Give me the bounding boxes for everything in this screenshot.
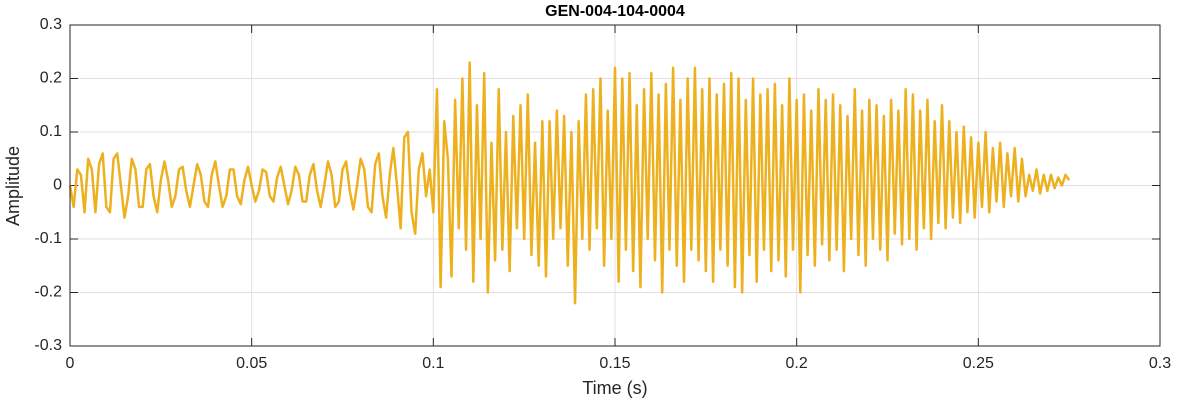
y-tick-label: -0.3: [34, 337, 62, 354]
x-tick-label: 0: [66, 355, 75, 372]
waveform-line: [68, 61, 1071, 305]
y-axis-label: Amplitude: [3, 146, 23, 226]
y-tick-label: 0: [53, 177, 62, 194]
y-tick-label: 0.1: [40, 123, 62, 140]
x-tick-label: 0.25: [963, 355, 994, 372]
x-tick-label: 0.3: [1149, 355, 1171, 372]
x-tick-label: 0.05: [236, 355, 267, 372]
y-tick-label: 0.3: [40, 16, 62, 33]
x-axis-label: Time (s): [582, 378, 647, 398]
x-tick-label: 0.2: [786, 355, 808, 372]
chart-title: GEN-004-104-0004: [545, 3, 685, 20]
y-tick-label: 0.2: [40, 70, 62, 87]
x-tick-label: 0.15: [599, 355, 630, 372]
axes-box: [69, 24, 1161, 347]
x-tick-label: 0.1: [422, 355, 444, 372]
y-tick-label: -0.2: [34, 284, 62, 301]
y-tick-label: -0.1: [34, 230, 62, 247]
